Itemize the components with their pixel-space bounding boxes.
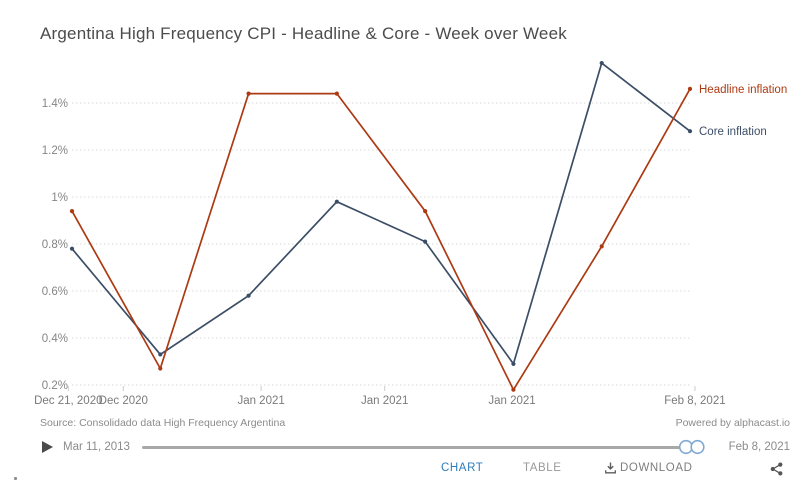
data-point	[158, 352, 163, 357]
timeline-start-date[interactable]: Mar 11, 2013	[63, 441, 130, 453]
timeline-slider[interactable]	[141, 439, 705, 455]
x-axis-label: Jan 2021	[361, 395, 408, 407]
play-icon[interactable]	[42, 441, 53, 453]
data-point	[69, 209, 75, 214]
page-title: Argentina High Frequency CPI - Headline …	[40, 24, 567, 43]
y-axis-label: 0.6%	[42, 286, 68, 298]
data-point	[246, 91, 251, 96]
tab-download[interactable]: DOWNLOAD	[605, 462, 693, 474]
timeline: Mar 11, 2013 Feb 8, 2021	[42, 438, 790, 456]
data-point	[69, 246, 75, 251]
data-point	[599, 60, 604, 66]
download-icon	[605, 462, 616, 474]
data-point	[511, 361, 516, 366]
y-axis-label: 1%	[51, 192, 68, 204]
footer-tabs: CHART TABLE DOWNLOAD	[0, 462, 800, 482]
x-axis-label: Feb 8, 2021	[664, 395, 725, 407]
data-point	[687, 86, 693, 91]
x-axis-label: Dec 2020	[99, 395, 148, 407]
data-point	[246, 293, 251, 298]
data-point	[334, 91, 339, 96]
x-axis-label: Jan 2021	[488, 395, 535, 407]
share-icon[interactable]	[770, 462, 783, 476]
data-point	[511, 387, 516, 392]
y-axis-label: 1.2%	[42, 145, 68, 157]
x-axis-label: Dec 21, 2020	[34, 395, 102, 407]
y-axis-label: 0.4%	[42, 333, 68, 345]
tab-chart[interactable]: CHART	[441, 462, 484, 474]
tab-table[interactable]: TABLE	[523, 462, 562, 474]
data-point	[423, 239, 428, 244]
powered-by-link[interactable]: Powered by alphacast.io	[675, 417, 790, 429]
x-axis-label: Jan 2021	[237, 395, 284, 407]
data-point	[158, 366, 163, 371]
slider-handles-icon[interactable]	[678, 439, 706, 455]
y-axis-label: 0.8%	[42, 239, 68, 251]
chart-canvas[interactable]: 0.2% 0.4% 0.6% 0.8% 1% 1.2% 1.4% Dec 21, 2020De…	[0, 0, 800, 414]
series-line-headline-inflation	[71, 88, 691, 392]
legend-headline-inflation-label[interactable]: Headline inflation	[699, 84, 787, 96]
series-line-core-inflation	[71, 61, 691, 366]
legend-core-inflation-label[interactable]: Core inflation	[699, 126, 767, 138]
stray-dot	[14, 477, 17, 480]
source-note: Source: Consolidado data High Frequency …	[40, 417, 286, 429]
y-axis-label: 0.2%	[42, 380, 68, 392]
download-label: DOWNLOAD	[620, 462, 693, 474]
timeline-end-date[interactable]: Feb 8, 2021	[728, 441, 790, 453]
data-point	[423, 209, 428, 214]
y-axis-label: 1.4%	[42, 98, 68, 110]
data-point	[334, 199, 339, 204]
data-point	[599, 244, 604, 249]
data-point	[687, 129, 693, 134]
